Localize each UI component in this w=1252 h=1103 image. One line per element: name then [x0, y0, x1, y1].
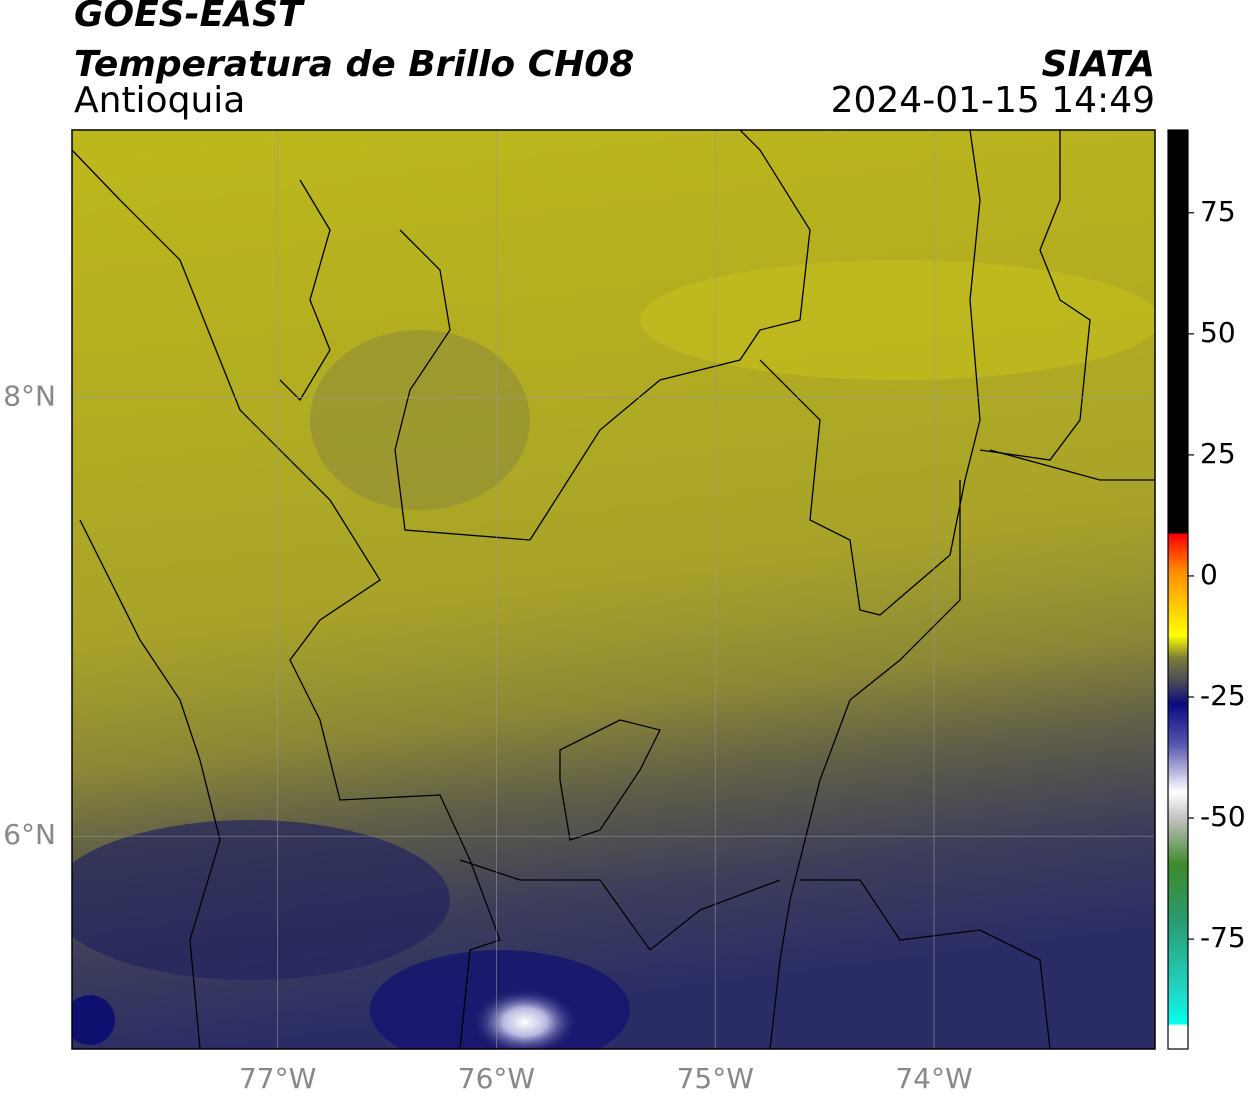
- x-tick-label: 76°W: [458, 1062, 535, 1095]
- y-tick-label: 8°N: [3, 380, 56, 413]
- region: Antioquia: [74, 80, 245, 121]
- x-tick-label: 75°W: [677, 1062, 754, 1095]
- map-raster: [72, 130, 1155, 1049]
- source: SIATA: [1042, 44, 1155, 85]
- colorbar-tick-label: -75: [1200, 921, 1246, 954]
- x-tick-label: 77°W: [239, 1062, 316, 1095]
- map-frame: [71, 129, 1156, 1050]
- title: GOES-EAST: [74, 0, 305, 35]
- colorbar-tick-label: 50: [1200, 316, 1236, 349]
- colorbar-tick-label: -50: [1200, 800, 1246, 833]
- colorbar-tick-label: 75: [1200, 195, 1236, 228]
- colorbar-tick-label: 0: [1200, 558, 1218, 591]
- subtitle: Temperatura de Brillo CH08: [74, 44, 634, 85]
- colorbar: [1167, 129, 1189, 1050]
- colorbar-tick-label: -25: [1200, 679, 1246, 712]
- timestamp: 2024-01-15 14:49: [831, 80, 1155, 121]
- x-tick-label: 74°W: [895, 1062, 972, 1095]
- y-tick-label: 6°N: [3, 818, 56, 851]
- colorbar-tick-label: 25: [1200, 437, 1236, 470]
